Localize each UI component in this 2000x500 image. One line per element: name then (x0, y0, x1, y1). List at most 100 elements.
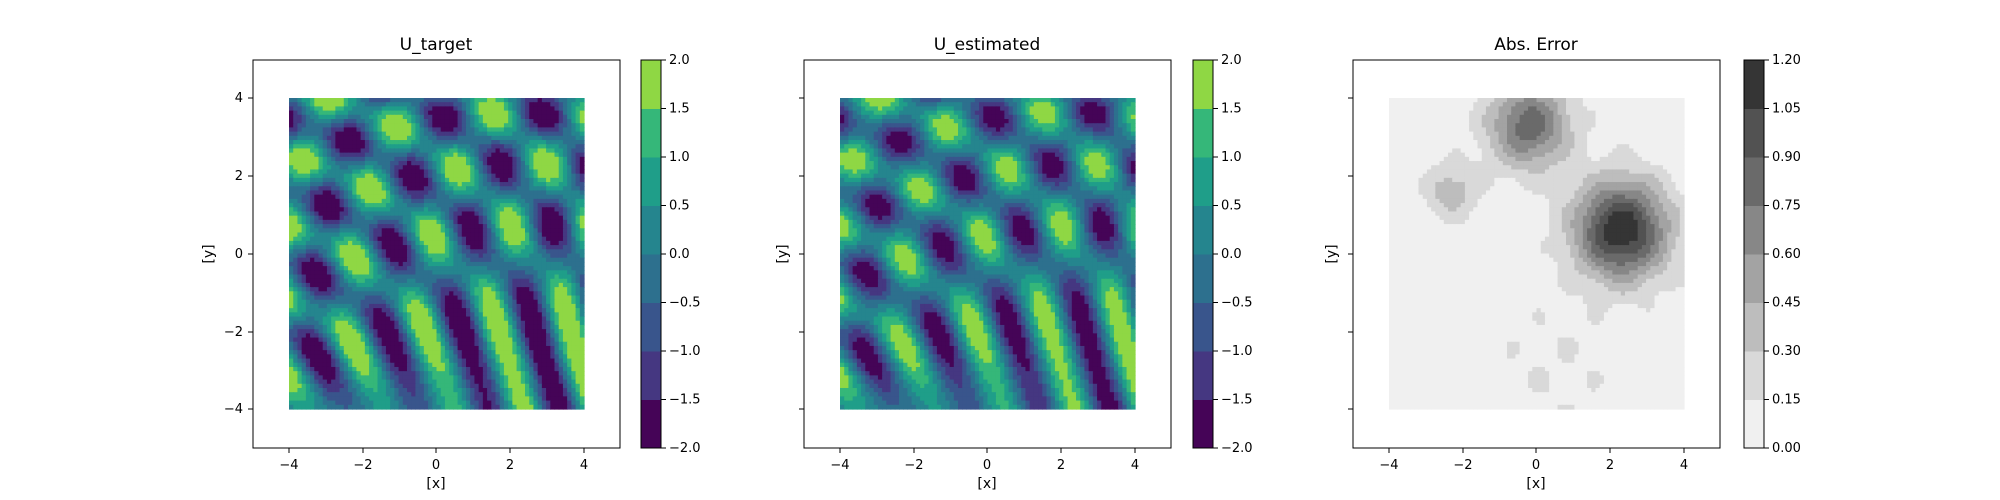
heatmap-cell (537, 350, 543, 355)
heatmap-cell (432, 299, 438, 305)
heatmap-cell (373, 274, 379, 280)
heatmap-cell (562, 329, 568, 334)
heatmap-cell (512, 186, 518, 192)
heatmap-cell (558, 278, 564, 284)
heatmap-cell (525, 240, 530, 246)
heatmap-cell (444, 173, 450, 179)
heatmap-cell (348, 303, 353, 309)
heatmap-cell (520, 236, 526, 242)
heatmap-cell (402, 144, 408, 150)
heatmap-cell (373, 119, 379, 124)
heatmap-cell (356, 333, 362, 339)
heatmap-cell (369, 358, 374, 364)
heatmap-cell (390, 135, 395, 141)
heatmap-cell (297, 320, 303, 326)
heatmap-cell (289, 396, 294, 402)
heatmap-cell (343, 396, 349, 402)
heatmap-cell (571, 253, 577, 259)
heatmap-cell (402, 165, 408, 171)
heatmap-cell (470, 110, 476, 116)
heatmap-cell (377, 295, 383, 301)
heatmap-cell (436, 110, 442, 116)
heatmap-cell (533, 102, 539, 107)
heatmap-cell (377, 299, 383, 305)
heatmap-cell (301, 127, 307, 133)
heatmap-cell (402, 177, 408, 183)
heatmap-cell (562, 131, 568, 137)
heatmap-cell (301, 291, 307, 297)
heatmap-cell (503, 135, 509, 141)
heatmap-cell (533, 366, 539, 372)
heatmap-cell (377, 219, 383, 225)
heatmap-cell (550, 203, 556, 208)
heatmap-cell (310, 228, 315, 234)
heatmap-cell (318, 396, 324, 402)
heatmap-cell (487, 266, 492, 271)
heatmap-cell (444, 131, 450, 137)
heatmap-cell (326, 207, 332, 213)
heatmap-cell (440, 182, 446, 187)
heatmap-cell (449, 295, 454, 301)
heatmap-cell (575, 320, 581, 326)
heatmap-cell (335, 190, 341, 196)
heatmap-cell (487, 362, 492, 368)
heatmap-cell (297, 333, 303, 339)
heatmap-cell (453, 324, 459, 330)
heatmap-cell (432, 156, 438, 162)
heatmap-cell (529, 387, 535, 393)
heatmap-cell (520, 371, 526, 376)
heatmap-cell (567, 215, 572, 221)
heatmap-cell (352, 140, 358, 145)
heatmap-cell (428, 362, 433, 368)
heatmap-cell (394, 345, 400, 351)
heatmap-cell (554, 152, 560, 158)
heatmap-cell (482, 278, 488, 284)
heatmap-cell (419, 333, 425, 339)
heatmap-cell (297, 266, 303, 271)
heatmap-cell (478, 366, 484, 372)
heatmap-cell (423, 249, 429, 255)
heatmap-cell (432, 161, 438, 166)
heatmap-cell (562, 110, 568, 116)
heatmap-cell (377, 215, 383, 221)
heatmap-cell (369, 228, 374, 234)
heatmap-cell (503, 337, 509, 343)
heatmap-cell (525, 282, 530, 288)
heatmap-cell (546, 119, 551, 124)
heatmap-cell (369, 308, 374, 313)
heatmap-cell (436, 177, 442, 183)
heatmap-cell (348, 232, 353, 238)
heatmap-cell (482, 312, 488, 318)
heatmap-cell (356, 274, 362, 280)
heatmap-cell (470, 119, 476, 124)
heatmap-cell (449, 383, 454, 389)
heatmap-cell (314, 224, 320, 229)
heatmap-cell (385, 308, 391, 313)
heatmap-cell (432, 295, 438, 301)
heatmap-cell (474, 186, 480, 192)
heatmap-cell (322, 278, 328, 284)
heatmap-cell (407, 194, 412, 200)
heatmap-cell (503, 215, 509, 221)
heatmap-cell (297, 341, 303, 347)
heatmap-cell (318, 333, 324, 339)
heatmap-cell (495, 308, 501, 313)
heatmap-cell (381, 169, 387, 175)
heatmap-cell (461, 278, 467, 284)
heatmap-cell (571, 123, 577, 129)
heatmap-cell (394, 337, 400, 343)
heatmap-cell (482, 165, 488, 171)
heatmap-cell (377, 203, 383, 208)
heatmap-cell (297, 228, 303, 234)
heatmap-cell (364, 219, 370, 225)
heatmap-cell (487, 345, 492, 351)
heatmap-cell (529, 320, 535, 326)
heatmap-cell (461, 114, 467, 120)
heatmap-cell (487, 211, 492, 217)
heatmap-cell (461, 383, 467, 389)
heatmap-cell (558, 148, 564, 154)
heatmap-cell (491, 169, 497, 175)
heatmap-cell (352, 106, 358, 112)
heatmap-cell (520, 177, 526, 183)
heatmap-cell (516, 392, 522, 397)
